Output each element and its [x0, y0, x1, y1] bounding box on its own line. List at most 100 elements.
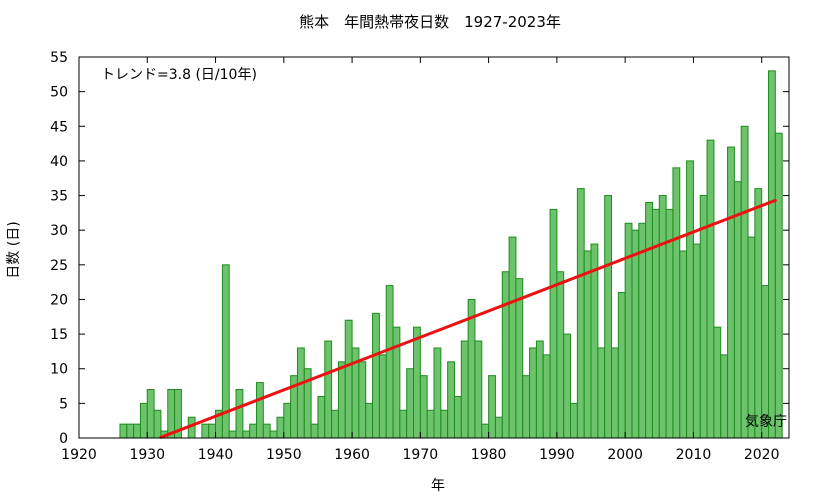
ticks-group: 1920 1930 1940 1950 1960 1970 1980 1990 2000 2010… [50, 50, 789, 463]
bar-1929 [133, 423, 141, 439]
bar-2016 [727, 146, 735, 439]
bar-1983 [501, 271, 510, 439]
plot-frame [78, 56, 790, 439]
bar-2019 [747, 236, 756, 439]
y-tick-label-0: 0 [59, 431, 68, 447]
trend-annotation: トレンド=3.8 (日/10年) [101, 67, 257, 83]
y-tick-label-25: 25 [50, 258, 68, 274]
bar-1976 [453, 395, 462, 439]
bar-1951 [283, 402, 292, 439]
bar-1946 [249, 423, 257, 439]
bar-1985 [515, 278, 524, 439]
bar-1953 [296, 347, 305, 439]
bar-1980 [481, 423, 490, 439]
x-axis-label: 年 [431, 478, 445, 494]
bar-1949 [269, 430, 278, 439]
bar-1934 [167, 389, 176, 439]
bar-1981 [488, 375, 496, 439]
bar-1971 [419, 375, 428, 439]
y-tick-label-30: 30 [50, 223, 68, 239]
bar-1967 [392, 326, 401, 439]
bar-1997 [597, 347, 606, 439]
bar-2015 [720, 354, 729, 439]
chart-title: 熊本 年間熱帯夜日数 1927-2023年 [299, 13, 561, 31]
bar-2009 [679, 250, 688, 439]
bar-1940 [208, 423, 217, 439]
bar-1965 [378, 354, 387, 439]
bar-2005 [651, 208, 660, 439]
bar-2022 [768, 70, 776, 439]
bar-1957 [324, 340, 333, 439]
bar-1959 [337, 361, 346, 439]
bar-2018 [740, 125, 749, 439]
bar-1950 [276, 416, 285, 439]
bar-1991 [556, 271, 565, 439]
bar-1988 [535, 340, 544, 439]
bar-1968 [399, 409, 408, 439]
bar-2023 [774, 132, 783, 439]
bar-1990 [549, 208, 558, 439]
source-credit: 気象庁 [745, 414, 787, 430]
bar-1944 [235, 389, 244, 439]
bar-1943 [228, 430, 237, 439]
x-tick-label-1990: 1990 [539, 447, 575, 463]
y-tick-label-55: 55 [50, 50, 68, 66]
bar-1969 [406, 368, 415, 439]
bar-1987 [529, 347, 537, 439]
bar-1986 [522, 375, 531, 439]
bar-1993 [570, 402, 578, 439]
bar-1956 [317, 395, 326, 439]
bar-2000 [617, 292, 626, 439]
bar-2017 [733, 181, 742, 439]
y-tick-label-40: 40 [50, 154, 68, 170]
bar-1995 [583, 250, 592, 439]
bar-2004 [645, 201, 653, 439]
bar-1977 [460, 340, 469, 439]
bar-1982 [494, 416, 503, 439]
y-tick-label-20: 20 [50, 292, 68, 308]
bar-1964 [372, 312, 380, 439]
bar-1998 [604, 195, 612, 439]
trend-line [159, 198, 777, 439]
y-tick-label-15: 15 [50, 327, 68, 343]
bar-1966 [385, 285, 394, 439]
bar-1999 [611, 347, 619, 439]
x-tick-label-2000: 2000 [607, 447, 643, 463]
bar-1945 [242, 430, 251, 439]
bar-2014 [713, 326, 722, 439]
bar-1974 [440, 409, 449, 439]
bar-1963 [365, 402, 374, 439]
y-axis-label: 日数 (日) [6, 221, 22, 278]
bar-1928 [126, 423, 135, 439]
bar-1931 [146, 389, 155, 439]
y-tick-label-10: 10 [50, 362, 68, 378]
x-tick-label-1950: 1950 [266, 447, 302, 463]
bar-2010 [686, 160, 694, 439]
bar-1978 [467, 298, 476, 439]
bar-2008 [672, 167, 681, 439]
bar-1947 [256, 382, 264, 439]
bar-1958 [331, 409, 339, 439]
x-tick-label-1970: 1970 [403, 447, 439, 463]
bar-1955 [310, 423, 319, 439]
bar-1984 [508, 236, 517, 439]
x-tick-label-2020: 2020 [744, 447, 780, 463]
y-tick-label-45: 45 [50, 119, 68, 135]
bar-1932 [153, 409, 162, 439]
x-tick-label-1960: 1960 [334, 447, 370, 463]
y-tick-label-5: 5 [59, 396, 68, 412]
x-tick-label-2010: 2010 [676, 447, 712, 463]
bar-1970 [413, 326, 421, 439]
y-tick-label-50: 50 [50, 85, 68, 101]
bar-2006 [658, 195, 667, 439]
bar-1975 [447, 361, 455, 439]
bar-1989 [542, 354, 551, 439]
bar-1927 [119, 423, 128, 439]
bar-1930 [139, 402, 148, 439]
x-tick-label-1980: 1980 [471, 447, 507, 463]
bar-2003 [638, 222, 647, 439]
y-tick-label-35: 35 [50, 189, 68, 205]
bar-2002 [631, 229, 640, 439]
bars-group [119, 70, 783, 439]
